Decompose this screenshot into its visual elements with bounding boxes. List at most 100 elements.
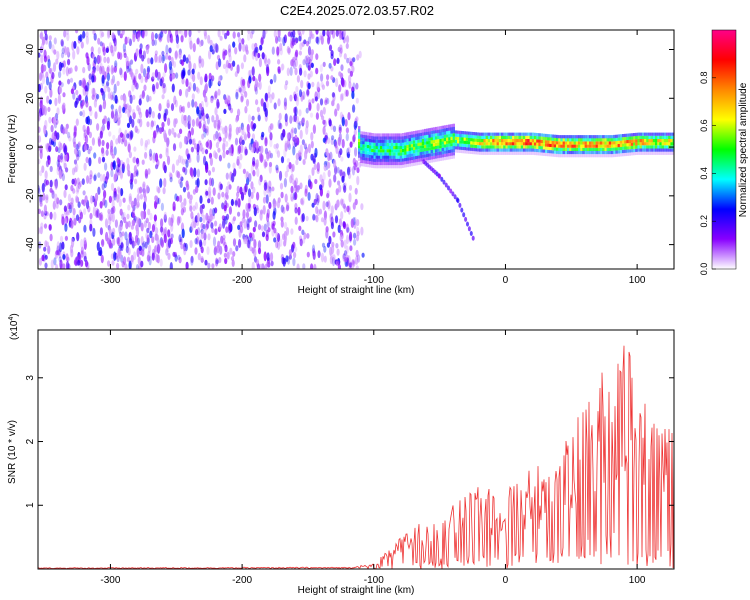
noise-cell xyxy=(229,247,233,255)
noise-cell xyxy=(293,127,297,135)
noise-cell xyxy=(189,205,193,212)
noise-cell xyxy=(119,170,124,179)
signal-cell xyxy=(452,130,455,134)
noise-cell xyxy=(268,180,272,189)
noise-cell xyxy=(99,62,103,71)
signal-cell xyxy=(362,157,365,161)
signal-cell xyxy=(421,154,425,158)
noise-cell xyxy=(75,97,79,106)
noise-cell xyxy=(286,204,290,212)
noise-cell xyxy=(107,92,111,100)
noise-cell xyxy=(151,76,155,82)
noise-cell xyxy=(134,125,138,133)
signal-cell xyxy=(536,145,539,149)
noise-cell xyxy=(307,45,312,56)
signal-cell xyxy=(384,139,387,143)
signal-cell xyxy=(377,165,381,169)
signal-cell xyxy=(391,161,394,166)
signal-cell xyxy=(391,149,394,153)
noise-cell xyxy=(143,84,147,92)
noise-cell xyxy=(75,189,79,195)
noise-cell xyxy=(71,167,76,176)
noise-cell xyxy=(92,206,96,217)
noise-cell xyxy=(76,154,80,161)
signal-cell xyxy=(419,158,422,162)
noise-cell xyxy=(281,63,285,71)
noise-cell xyxy=(227,134,232,142)
signal-cell xyxy=(406,160,409,164)
noise-cell xyxy=(87,149,91,155)
noise-cell xyxy=(323,255,327,263)
noise-cell xyxy=(272,210,276,220)
signal-cell xyxy=(582,150,585,155)
signal-cell xyxy=(646,139,649,143)
noise-cell xyxy=(69,67,73,74)
noise-cell xyxy=(234,200,238,206)
signal-cell xyxy=(644,151,647,155)
noise-cell xyxy=(311,98,315,104)
y-tick-label: -40 xyxy=(25,237,36,252)
noise-cell xyxy=(196,37,200,45)
signal-cell xyxy=(446,131,449,135)
signal-cell xyxy=(670,148,673,152)
noise-cell xyxy=(207,170,212,176)
signal-cell xyxy=(624,137,627,141)
signal-cell xyxy=(388,158,392,162)
noise-cell xyxy=(193,167,197,178)
noise-cell xyxy=(64,153,68,161)
signal-cell xyxy=(408,160,411,164)
noise-cell xyxy=(344,256,348,263)
signal-cell xyxy=(516,139,519,143)
snr-panel: -300 -200 -100 0 100 123 Height of straight … xyxy=(7,313,675,596)
noise-cell xyxy=(353,129,357,136)
signal-cell xyxy=(377,155,381,159)
signal-cell xyxy=(406,135,409,139)
signal-cell xyxy=(408,135,411,139)
signal-cell xyxy=(437,132,440,136)
signal-cell xyxy=(615,134,618,138)
signal-cell xyxy=(624,140,627,144)
signal-cell xyxy=(615,147,618,151)
noise-cell xyxy=(128,260,132,269)
signal-cell xyxy=(439,151,442,155)
noise-cell xyxy=(140,138,144,147)
noise-cell xyxy=(273,30,277,38)
noise-cell xyxy=(108,131,112,137)
noise-cell xyxy=(268,188,272,198)
noise-cell xyxy=(217,88,221,96)
signal-cell xyxy=(551,140,554,144)
noise-cell xyxy=(117,247,121,257)
signal-cell xyxy=(501,145,504,149)
signal-cell xyxy=(606,141,609,145)
signal-cell xyxy=(397,133,400,137)
noise-cell xyxy=(291,163,295,172)
signal-cell xyxy=(516,145,519,149)
noise-cell xyxy=(227,44,232,53)
signal-cell xyxy=(525,139,528,143)
noise-cell xyxy=(282,257,286,267)
noise-cell xyxy=(196,38,200,45)
noise-cell xyxy=(196,116,200,125)
noise-cell xyxy=(58,61,63,72)
signal-cell xyxy=(525,148,528,152)
signal-cell xyxy=(639,148,642,152)
secondary-trace-cell xyxy=(447,185,450,191)
noise-cell xyxy=(39,194,43,205)
noise-cell xyxy=(332,254,336,262)
noise-cell xyxy=(191,99,195,108)
noise-cell xyxy=(130,254,134,263)
signal-cell xyxy=(582,135,585,139)
noise-cell xyxy=(356,175,360,186)
noise-cell xyxy=(346,147,350,158)
signal-cell xyxy=(503,135,506,139)
signal-cell xyxy=(646,135,649,139)
noise-cell xyxy=(320,81,324,88)
noise-cell xyxy=(99,65,103,75)
noise-cell xyxy=(343,205,347,213)
signal-cell xyxy=(470,150,473,154)
signal-cell xyxy=(597,154,601,158)
x-tick-label: -200 xyxy=(232,575,252,586)
noise-cell xyxy=(200,230,205,239)
signal-cell xyxy=(369,132,372,136)
x-tick-label: 0 xyxy=(503,275,509,286)
